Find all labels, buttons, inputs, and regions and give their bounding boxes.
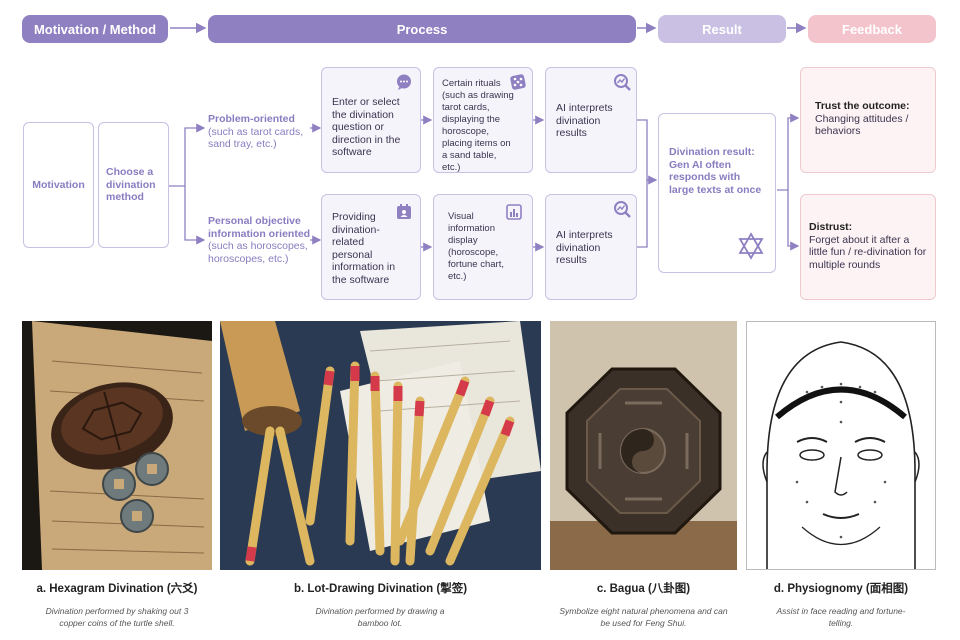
step3-bottom-text: AI interprets divination results (556, 229, 613, 266)
flow-arrows (169, 22, 807, 252)
motivation-label: Motivation (32, 178, 85, 191)
magnify-chart-icon (614, 201, 631, 218)
calendar-user-icon (397, 204, 411, 219)
step3-bottom-box: AI interprets divination results (545, 194, 637, 300)
choose-method-label: Choose a divination method (106, 166, 156, 204)
trust-box: Trust the outcome: Changing attitudes / … (800, 67, 936, 173)
step1-top-text: Enter or select the divination question … (332, 96, 401, 158)
step2-bottom-box: Visual information display (horoscope, f… (433, 194, 533, 300)
header-feedback: Feedback (808, 15, 936, 43)
lot-drawing-image (220, 321, 541, 570)
choose-method-box: Choose a divination method (98, 122, 169, 248)
header-process: Process (208, 15, 636, 43)
bar-chart-icon (506, 204, 522, 220)
bagua-image (550, 321, 737, 570)
panel-c-title: c. Bagua (八卦图) (596, 583, 691, 595)
step3-top-box: AI interprets divination results (545, 67, 637, 173)
personal-info-title: Personal objective information oriented (208, 215, 311, 240)
chat-bubble-icon (397, 74, 411, 90)
step1-bottom-box: Providing divination-related personal in… (321, 194, 421, 300)
dice-icon (510, 74, 526, 90)
distrust-box: Distrust: Forget about it after a little… (800, 194, 936, 300)
header-motivation-method: Motivation / Method (22, 15, 168, 43)
personal-info-branch: Personal objective information oriented … (208, 215, 316, 265)
step2-top-text: Certain rituals (such as drawing tarot c… (442, 78, 514, 173)
panel-b-title: b. Lot-Drawing Divination (掣签) (293, 583, 468, 595)
magnify-chart-icon (614, 74, 631, 91)
header-result: Result (658, 15, 786, 43)
trust-title: Trust the outcome: (815, 100, 910, 112)
panel-c-desc: Symbolize eight natural phenomena and ca… (559, 606, 728, 628)
step1-top-box: Enter or select the divination question … (321, 67, 421, 173)
physiognomy-image (746, 321, 936, 570)
panel-a-title: a. Hexagram Divination (六爻) (36, 583, 198, 595)
hexagram-star-icon (738, 232, 764, 260)
hexagram-divination-image (22, 321, 212, 570)
problem-oriented-sub: (such as tarot cards, sand tray, etc.) (208, 125, 304, 151)
motivation-box: Motivation (23, 122, 94, 248)
personal-info-sub: (such as horoscopes, horoscopes, etc.) (208, 240, 308, 265)
panel-a-desc: Divination performed by shaking out 3 co… (45, 606, 189, 628)
problem-oriented-branch: Problem-oriented (such as tarot cards, s… (208, 113, 316, 151)
trust-text: Changing attitudes / behaviors (815, 112, 909, 138)
panel-d-desc: Assist in face reading and fortune-telli… (776, 606, 906, 628)
result-text: Divination result: Gen AI often responds… (669, 146, 762, 196)
distrust-text: Forget about it after a little fun / re-… (809, 233, 927, 271)
step2-top-box: Certain rituals (such as drawing tarot c… (433, 67, 533, 173)
problem-oriented-title: Problem-oriented (208, 113, 295, 125)
step1-bottom-text: Providing divination-related personal in… (332, 211, 396, 286)
result-box: Divination result: Gen AI often responds… (658, 113, 776, 273)
distrust-title: Distrust: (809, 221, 853, 233)
step3-top-text: AI interprets divination results (556, 102, 613, 139)
panel-d-title: d. Physiognomy (面相图) (773, 583, 909, 595)
panel-b-desc: Divination performed by drawing a bamboo… (315, 606, 445, 628)
step2-bottom-text: Visual information display (horoscope, f… (448, 211, 504, 282)
